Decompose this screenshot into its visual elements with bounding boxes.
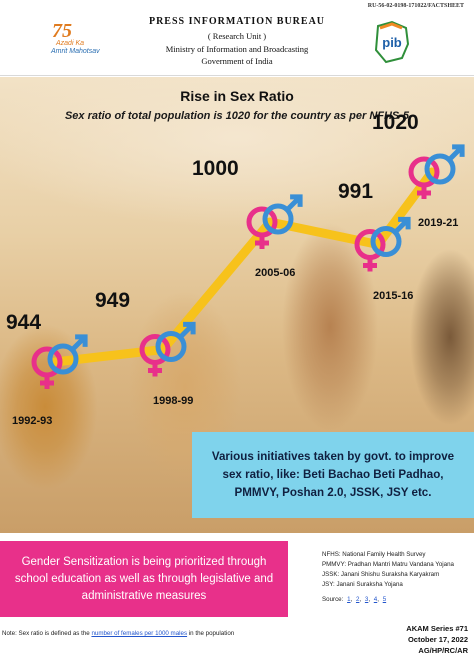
value-label-1998-99: 949 <box>95 288 131 312</box>
series-number: AKAM Series #71 <box>406 624 468 633</box>
year-label-2015-16: 2015-16 <box>373 289 414 302</box>
abbreviation-jsy: JSY: Janani Suraksha Yojana <box>322 581 403 588</box>
value-label-2015-16: 991 <box>338 179 374 203</box>
gender-sensitization-box: Gender Sensitization is being prioritize… <box>0 541 288 617</box>
source-link-2[interactable]: 2 <box>355 596 360 603</box>
note-definition-link[interactable]: number of females per 1000 males <box>91 630 188 637</box>
note-prefix: Note: Sex ratio is defined as the <box>2 630 90 637</box>
source-link-5[interactable]: 5 <box>382 596 387 603</box>
abbreviation-jssk: JSSK: Janani Shishu Suraksha Karyakram <box>322 571 440 578</box>
abbreviation-pmmvy: PMMVY: Pradhan Mantri Matru Vandana Yoja… <box>322 561 454 568</box>
gender-symbol-icon-2015-16 <box>354 216 411 272</box>
research-unit: ( Research Unit ) <box>207 31 267 41</box>
bureau-title: PRESS INFORMATION BUREAU <box>148 16 326 27</box>
chart-title: Rise in Sex Ratio <box>180 88 294 104</box>
source-link-3[interactable]: 3 <box>364 596 369 603</box>
value-label-2019-21: 1020 <box>372 111 419 134</box>
azadi-logo-line1: Azadi Ka <box>56 40 85 47</box>
source-link-1[interactable]: 1 <box>347 596 351 603</box>
value-label-2005-06: 1000 <box>192 157 239 180</box>
series-date: October 17, 2022 <box>407 635 468 644</box>
source-label: Source: <box>322 596 344 603</box>
source-line: Source: 1, 2, 3, 4, 5 <box>322 596 387 603</box>
header: RU-56-02-0198-171022/FACTSHEET 75 Azadi … <box>0 0 474 76</box>
gender-symbol-icon-2005-06 <box>246 194 303 249</box>
gender-symbol-icon-2019-21 <box>408 144 465 199</box>
initiatives-box: Various initiatives taken by govt. to im… <box>192 432 474 518</box>
series-authors: AG/HP/RC/AR <box>418 646 468 655</box>
value-label-1992-93: 944 <box>6 311 42 334</box>
year-label-2019-21: 2019-21 <box>418 217 459 229</box>
azadi-logo-line2: Amrit Mahotsav <box>51 48 100 55</box>
document-code: RU-56-02-0198-171022/FACTSHEET <box>367 3 464 9</box>
ministry-name: Ministry of Information and Broadcasting <box>165 44 309 54</box>
source-link-4[interactable]: 4 <box>373 596 378 603</box>
year-label-2005-06: 2005-06 <box>255 267 296 279</box>
government-name: Government of India <box>201 56 273 66</box>
note-suffix: in the population <box>188 630 235 637</box>
sex-ratio-line-chart <box>31 144 465 389</box>
pib-logo: pib <box>374 20 410 64</box>
chart-subtitle: Sex ratio of total population is 1020 fo… <box>64 110 410 122</box>
azadi-ka-amrit-mahotsav-logo: 75 Azadi Ka Amrit Mahotsav <box>48 20 118 62</box>
gender-symbol-icon-1992-93 <box>31 334 88 389</box>
pib-logo-text: pib <box>382 35 402 50</box>
azadi-logo-number: 75 <box>52 20 72 42</box>
sex-ratio-trend-line <box>50 167 437 367</box>
year-label-1992-93: 1992-93 <box>12 415 53 427</box>
abbreviation-nfhs: NFHS: National Family Health Survey <box>322 551 426 558</box>
footnote: Note: Sex ratio is defined as the number… <box>2 630 234 637</box>
year-label-1998-99: 1998-99 <box>153 394 194 407</box>
gender-symbol-icon-1998-99 <box>139 321 196 377</box>
